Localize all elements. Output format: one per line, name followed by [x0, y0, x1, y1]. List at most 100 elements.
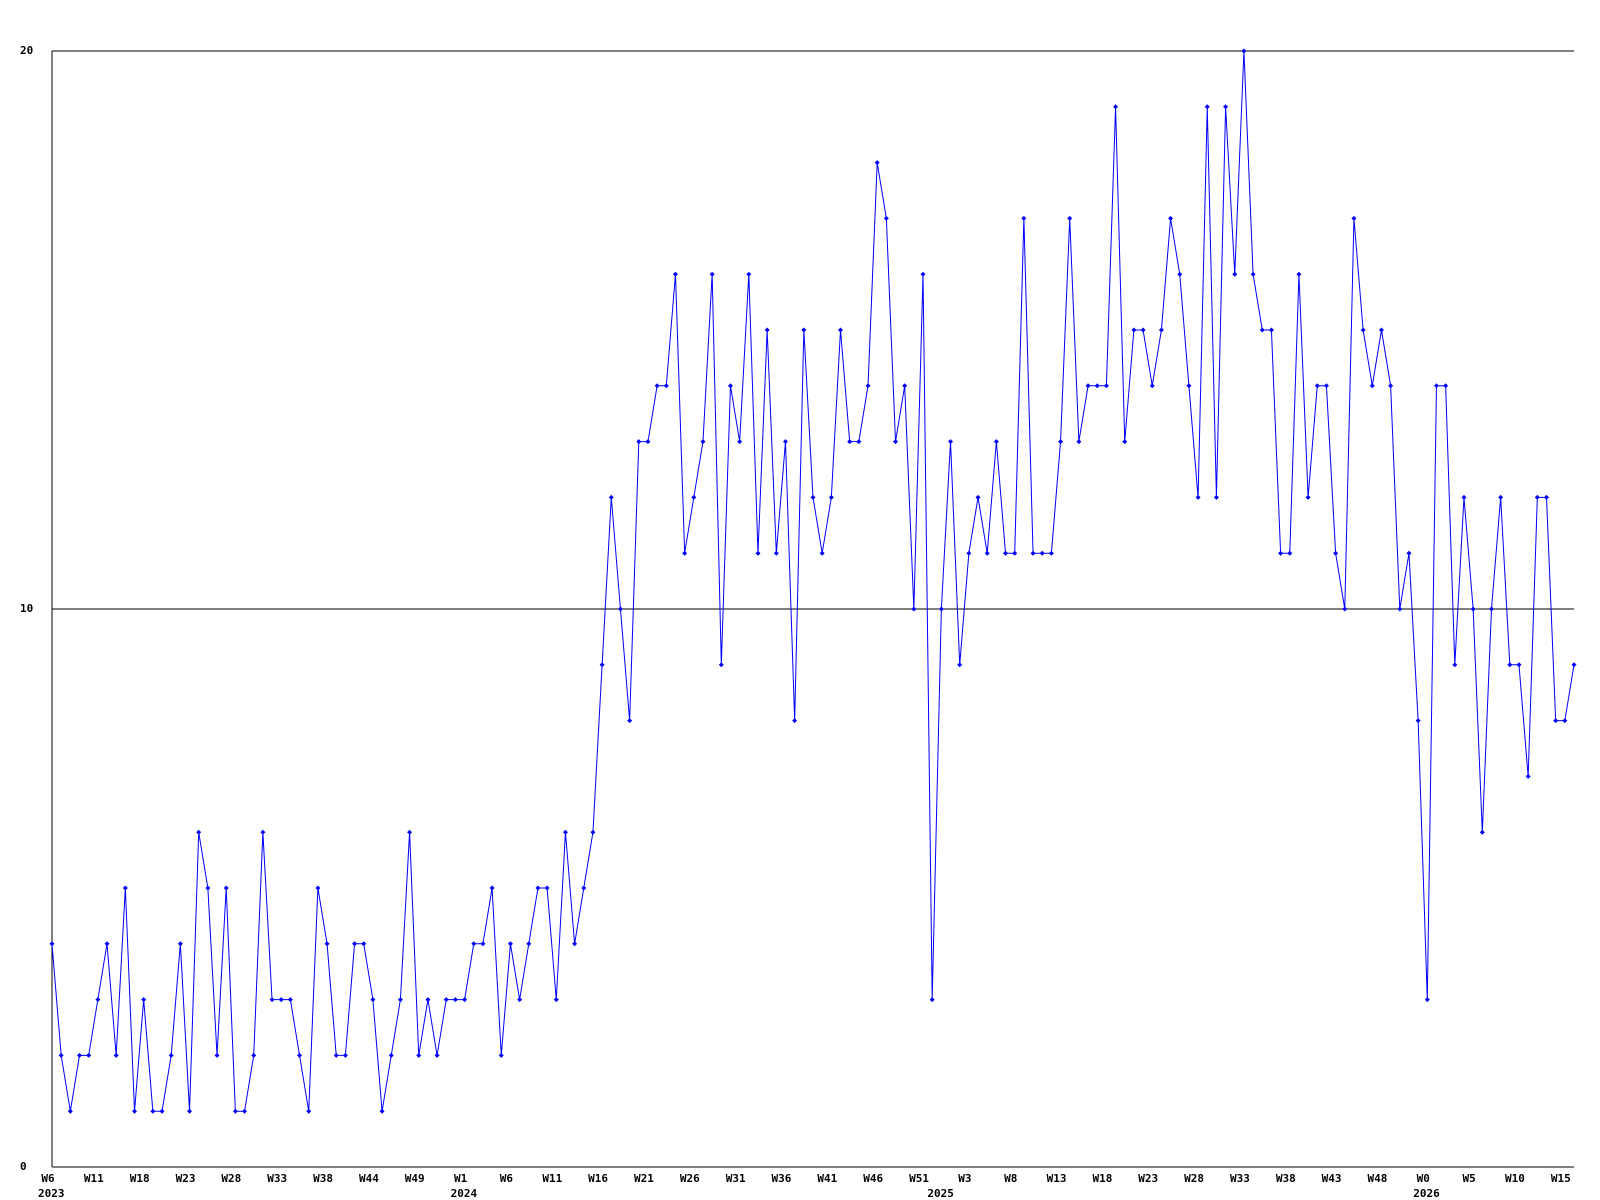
- marker: [718, 662, 724, 668]
- marker: [911, 606, 917, 612]
- marker: [1543, 494, 1549, 500]
- marker: [1278, 550, 1284, 556]
- marker: [379, 1108, 385, 1114]
- marker: [599, 662, 605, 668]
- marker: [1113, 104, 1119, 110]
- marker: [645, 439, 651, 445]
- marker: [865, 383, 871, 389]
- marker: [104, 941, 110, 947]
- marker: [966, 550, 972, 556]
- marker: [957, 662, 963, 668]
- marker: [764, 327, 770, 333]
- marker: [893, 439, 899, 445]
- marker: [1149, 383, 1155, 389]
- x-tick-label: W5: [1463, 1172, 1476, 1185]
- marker: [113, 1052, 119, 1058]
- marker: [1571, 662, 1577, 668]
- marker: [260, 829, 266, 835]
- marker: [938, 606, 944, 612]
- x-tick-label: W8: [1004, 1172, 1017, 1185]
- marker: [1067, 215, 1073, 221]
- marker: [507, 941, 513, 947]
- marker: [232, 1108, 238, 1114]
- marker: [581, 885, 587, 891]
- marker: [1268, 327, 1274, 333]
- marker: [1021, 215, 1027, 221]
- marker: [1094, 383, 1100, 389]
- marker: [682, 550, 688, 556]
- marker: [672, 271, 678, 277]
- x-tick-label: W6: [41, 1172, 55, 1185]
- marker: [1479, 829, 1485, 835]
- marker: [1204, 104, 1210, 110]
- marker: [1076, 439, 1082, 445]
- marker: [297, 1052, 303, 1058]
- marker: [498, 1052, 504, 1058]
- marker: [627, 718, 633, 724]
- x-tick-label: W13: [1047, 1172, 1067, 1185]
- marker: [654, 383, 660, 389]
- marker: [141, 997, 147, 1003]
- marker: [1452, 662, 1458, 668]
- marker: [416, 1052, 422, 1058]
- marker: [709, 271, 715, 277]
- marker: [159, 1108, 165, 1114]
- x-year-label: 2023: [38, 1187, 65, 1200]
- x-tick-label: W23: [176, 1172, 196, 1185]
- marker: [1177, 271, 1183, 277]
- marker: [214, 1052, 220, 1058]
- marker: [838, 327, 844, 333]
- marker: [526, 941, 532, 947]
- marker: [810, 494, 816, 500]
- marker: [77, 1052, 83, 1058]
- marker: [187, 1108, 193, 1114]
- marker: [1424, 997, 1430, 1003]
- marker: [636, 439, 642, 445]
- marker: [1131, 327, 1137, 333]
- marker: [242, 1108, 248, 1114]
- marker: [746, 271, 752, 277]
- marker: [792, 718, 798, 724]
- marker: [847, 439, 853, 445]
- marker: [315, 885, 321, 891]
- marker: [1415, 718, 1421, 724]
- marker: [544, 885, 550, 891]
- x-tick-label: W38: [1276, 1172, 1296, 1185]
- x-tick-label: W11: [84, 1172, 104, 1185]
- x-tick-label: W28: [1184, 1172, 1204, 1185]
- marker: [278, 997, 284, 1003]
- marker: [590, 829, 596, 835]
- marker: [929, 997, 935, 1003]
- x-tick-label: W51: [909, 1172, 929, 1185]
- line: [51, 50, 1575, 1112]
- marker: [1351, 215, 1357, 221]
- marker: [1470, 606, 1476, 612]
- x-tick-label: W33: [267, 1172, 287, 1185]
- marker: [306, 1108, 312, 1114]
- x-year-label: 2025: [927, 1187, 954, 1200]
- marker: [205, 885, 211, 891]
- marker: [608, 494, 614, 500]
- y-tick-label: 0: [20, 1160, 27, 1173]
- marker: [572, 941, 578, 947]
- marker: [333, 1052, 339, 1058]
- marker: [150, 1108, 156, 1114]
- marker: [1360, 327, 1366, 333]
- marker: [1314, 383, 1320, 389]
- marker: [553, 997, 559, 1003]
- x-tick-label: W43: [1322, 1172, 1342, 1185]
- marker: [342, 1052, 348, 1058]
- marker: [1213, 494, 1219, 500]
- marker: [1461, 494, 1467, 500]
- marker: [1140, 327, 1146, 333]
- marker: [984, 550, 990, 556]
- marker: [86, 1052, 92, 1058]
- marker: [737, 439, 743, 445]
- marker: [480, 941, 486, 947]
- marker: [132, 1108, 138, 1114]
- marker: [352, 941, 358, 947]
- x-tick-label: W3: [958, 1172, 971, 1185]
- marker: [856, 439, 862, 445]
- marker: [58, 1052, 64, 1058]
